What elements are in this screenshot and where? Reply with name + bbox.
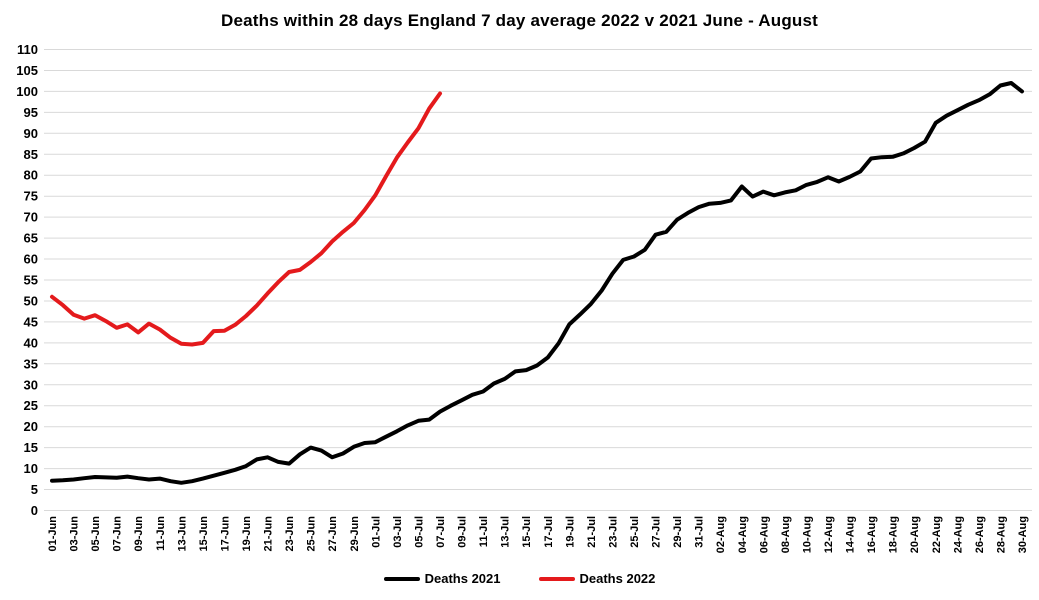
x-axis-tick-label: 13-Jun xyxy=(176,516,188,552)
x-axis-tick-label: 21-Jul xyxy=(586,516,598,548)
x-axis-tick-label: 21-Jun xyxy=(263,516,275,552)
y-axis-tick-label: 65 xyxy=(24,231,38,246)
y-axis-tick-label: 60 xyxy=(24,252,38,267)
x-axis-tick-label: 19-Jun xyxy=(241,516,253,552)
y-axis-tick-label: 10 xyxy=(24,461,38,476)
x-axis-tick-label: 28-Aug xyxy=(995,516,1007,553)
y-axis-tick-label: 40 xyxy=(24,335,38,350)
x-axis-tick-label: 03-Jul xyxy=(392,516,404,548)
x-axis-tick-label: 03-Jun xyxy=(69,516,81,552)
legend-label-2021: Deaths 2021 xyxy=(424,571,501,586)
x-axis-tick-label: 15-Jun xyxy=(198,516,210,552)
x-axis-tick-label: 27-Jul xyxy=(651,516,663,548)
x-axis-tick-label: 17-Jul xyxy=(543,516,555,548)
x-axis-tick-label: 20-Aug xyxy=(909,516,921,553)
x-axis-tick-label: 05-Jul xyxy=(413,516,425,548)
y-axis-tick-label: 110 xyxy=(17,42,38,57)
y-axis-tick-label: 95 xyxy=(24,105,38,120)
x-axis-tick-label: 04-Aug xyxy=(737,516,749,553)
y-axis-tick-label: 85 xyxy=(24,147,38,162)
y-axis-tick-label: 0 xyxy=(31,503,38,518)
x-axis-tick-label: 29-Jul xyxy=(672,516,684,548)
x-axis-tick-label: 07-Jul xyxy=(435,516,447,548)
x-axis-tick-label: 11-Jun xyxy=(155,516,167,551)
x-axis-tick-label: 23-Jul xyxy=(607,516,619,548)
x-axis-tick-label: 18-Aug xyxy=(888,516,900,553)
x-axis-tick-label: 01-Jun xyxy=(47,516,59,552)
series-line-deaths-2022 xyxy=(50,91,442,347)
x-axis-tick-label: 16-Aug xyxy=(866,516,878,553)
y-axis-tick-label: 15 xyxy=(24,440,38,455)
legend-swatch-2022-icon xyxy=(538,576,575,581)
x-axis-tick-label: 25-Jul xyxy=(629,516,641,548)
y-axis-tick-label: 100 xyxy=(16,84,38,99)
legend-item-deaths-2022: Deaths 2022 xyxy=(538,571,656,586)
x-axis-tick-label: 01-Jul xyxy=(370,516,382,548)
x-axis-tick-label: 30-Aug xyxy=(1017,516,1029,553)
legend-item-deaths-2021: Deaths 2021 xyxy=(383,571,501,586)
legend-label-2022: Deaths 2022 xyxy=(579,571,656,586)
x-axis-tick-label: 09-Jun xyxy=(133,516,145,552)
x-axis-tick-label: 14-Aug xyxy=(845,516,857,553)
x-axis-tick-label: 17-Jun xyxy=(219,516,231,552)
y-axis-tick-label: 70 xyxy=(24,210,38,225)
x-axis-tick-label: 19-Jul xyxy=(564,516,576,548)
series-line-deaths-2021 xyxy=(50,81,1024,485)
x-axis-tick-label: 02-Aug xyxy=(715,516,727,553)
x-axis-tick-label: 11-Jul xyxy=(478,516,490,547)
x-axis-tick-label: 24-Aug xyxy=(952,516,964,553)
y-axis-tick-label: 55 xyxy=(24,273,38,288)
y-axis-tick-label: 25 xyxy=(24,398,38,413)
y-axis-tick-label: 5 xyxy=(31,482,38,497)
x-axis-tick-label: 13-Jul xyxy=(500,516,512,548)
x-axis-tick-label: 27-Jun xyxy=(327,516,339,552)
x-axis-tick-label: 23-Jun xyxy=(284,516,296,552)
x-axis-tick-label: 07-Jun xyxy=(112,516,124,552)
y-axis-tick-label: 80 xyxy=(24,168,38,183)
x-axis-tick-label: 09-Jul xyxy=(457,516,469,548)
y-axis-tick-label: 105 xyxy=(16,63,38,78)
y-axis-tick-label: 30 xyxy=(24,377,38,392)
legend-swatch-2021-icon xyxy=(383,576,420,581)
x-axis-tick-label: 08-Aug xyxy=(780,516,792,553)
x-axis-tick-label: 26-Aug xyxy=(974,516,986,553)
x-axis-tick-label: 12-Aug xyxy=(823,516,835,553)
y-axis-tick-label: 20 xyxy=(24,419,38,434)
x-axis-tick-label: 31-Jul xyxy=(694,516,706,548)
y-axis-tick-label: 75 xyxy=(24,189,38,204)
x-axis-tick-label: 22-Aug xyxy=(931,516,943,553)
y-axis-tick-label: 35 xyxy=(24,356,38,371)
chart-legend: Deaths 2021 Deaths 2022 xyxy=(0,571,1039,586)
y-axis-tick-label: 45 xyxy=(24,314,38,329)
x-axis-tick-label: 05-Jun xyxy=(90,516,102,552)
x-axis-tick-label: 29-Jun xyxy=(349,516,361,552)
x-axis-tick-label: 25-Jun xyxy=(306,516,318,552)
y-axis-tick-label: 50 xyxy=(24,294,38,309)
chart-title: Deaths within 28 days England 7 day aver… xyxy=(220,11,819,30)
x-axis-tick-label: 15-Jul xyxy=(521,516,533,548)
x-axis-tick-label: 10-Aug xyxy=(801,516,813,553)
x-axis-tick-label: 06-Aug xyxy=(758,516,770,553)
y-axis-tick-label: 90 xyxy=(24,126,38,141)
